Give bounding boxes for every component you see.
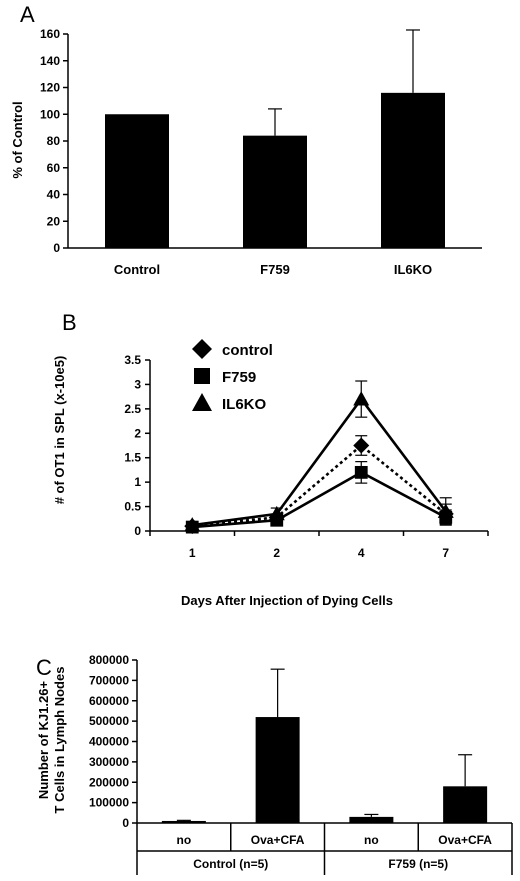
panel-b-letter: B — [62, 310, 77, 335]
panel-c-y-tick-label: 700000 — [89, 673, 129, 687]
panel-c-bar — [161, 820, 206, 823]
panel-b-series-line-il6ko — [192, 396, 447, 527]
panel-c-y-tick-label: 800000 — [89, 653, 129, 667]
panel-b-y-tick-label: 3.5 — [124, 353, 141, 367]
panel-b-point-il6ko — [184, 517, 201, 532]
panel-b-point-f759 — [354, 465, 368, 479]
panel-c-group-label: F759 (n=5) — [388, 857, 448, 871]
panel-a-bar-control — [105, 114, 169, 248]
panel-a-category-label: IL6KO — [394, 262, 432, 277]
panel-a-letter: A — [20, 2, 35, 27]
panel-a-bar-f759 — [243, 135, 307, 248]
panel-c-letter: C — [36, 655, 52, 680]
panel-b-legend-label: F759 — [222, 369, 256, 386]
panel-c-bar-chart: C Number of KJ1.26+ T Cells in Lymph Nod… — [36, 653, 513, 875]
panel-b-legend-marker-f759 — [194, 368, 210, 384]
panel-a-y-tick-label: 40 — [47, 188, 61, 202]
panel-a-category-label: Control — [114, 262, 160, 277]
panel-b-point-il6ko — [353, 391, 370, 406]
panel-b-legend-label: control — [222, 342, 273, 359]
panel-b-y-tick-label: 2.5 — [124, 402, 141, 416]
panel-c-y-tick-label: 100000 — [89, 796, 129, 810]
panel-c-y-tick-label: 200000 — [89, 775, 129, 789]
panel-c-y-tick-label: 600000 — [89, 694, 129, 708]
panel-a-y-tick-label: 120 — [40, 81, 60, 95]
panel-a-y-tick-label: 160 — [40, 27, 60, 41]
panel-c-y-axis-label-line-2: T Cells in Lymph Nodes — [52, 667, 67, 814]
panel-a-bar-il6ko — [381, 92, 445, 248]
panel-c-category-label: no — [177, 833, 192, 847]
panel-b-legend-label: IL6KO — [222, 396, 267, 413]
panel-a-category-label: F759 — [260, 262, 290, 277]
panel-c-y-tick-label: 300000 — [89, 755, 129, 769]
panel-b-series-line-f759 — [192, 470, 447, 529]
panel-b-x-tick-label: 7 — [442, 546, 449, 560]
panel-b-y-tick-label: 0 — [134, 524, 141, 538]
panel-b-x-tick-label: 1 — [189, 546, 196, 560]
panel-b-point-il6ko — [268, 505, 285, 521]
panel-a-y-tick-label: 80 — [47, 134, 61, 148]
panel-c-category-label: Ova+CFA — [438, 833, 492, 847]
panel-c-y-tick-label: 400000 — [89, 735, 129, 749]
panel-c-bar — [255, 717, 300, 823]
panel-b-y-tick-label: 1.5 — [124, 451, 141, 465]
panel-b-x-axis-label: Days After Injection of Dying Cells — [181, 593, 393, 608]
panel-a-y-tick-label: 60 — [47, 161, 61, 175]
panel-b-x-tick-label: 2 — [273, 546, 280, 560]
panel-c-y-axis-label-line-1: Number of KJ1.26+ — [36, 681, 51, 800]
panel-c-y-tick-label: 0 — [122, 816, 129, 830]
panel-a-y-tick-label: 100 — [40, 107, 60, 121]
panel-b-y-tick-label: 0.5 — [124, 500, 141, 514]
panel-b-x-tick-label: 4 — [358, 546, 365, 560]
panel-c-group-label: Control (n=5) — [193, 857, 268, 871]
panel-b-legend-marker-control — [192, 339, 212, 359]
panel-c-category-label: no — [364, 833, 379, 847]
panel-a-y-tick-label: 0 — [53, 241, 60, 255]
panel-b-point-control — [353, 437, 370, 454]
panel-c-bar — [443, 786, 488, 823]
panel-b-legend-marker-il6ko — [192, 393, 212, 411]
panel-a-y-tick-label: 140 — [40, 54, 60, 68]
panel-b-y-tick-label: 3 — [134, 377, 141, 391]
panel-b-y-axis-label: # of OT1 in SPL (x-10e5) — [52, 356, 67, 505]
panel-c-bar — [349, 816, 394, 823]
panel-a-y-tick-label: 20 — [47, 214, 61, 228]
panel-b-point-il6ko — [437, 503, 454, 518]
panel-b-y-tick-label: 1 — [134, 475, 141, 489]
panel-a-y-axis-label: % of Control — [10, 101, 25, 178]
panel-b-y-tick-label: 2 — [134, 426, 141, 440]
panel-a-bar-chart: A % of Control 0 20 40 60 80 100 120 140 160 Cont… — [10, 2, 482, 277]
panel-c-category-label: Ova+CFA — [251, 833, 305, 847]
panel-b-line-chart: B # of OT1 in SPL (x-10e5) Days After In… — [52, 310, 489, 608]
panel-c-y-tick-label: 500000 — [89, 714, 129, 728]
panel-b-series-line-control — [192, 443, 447, 528]
